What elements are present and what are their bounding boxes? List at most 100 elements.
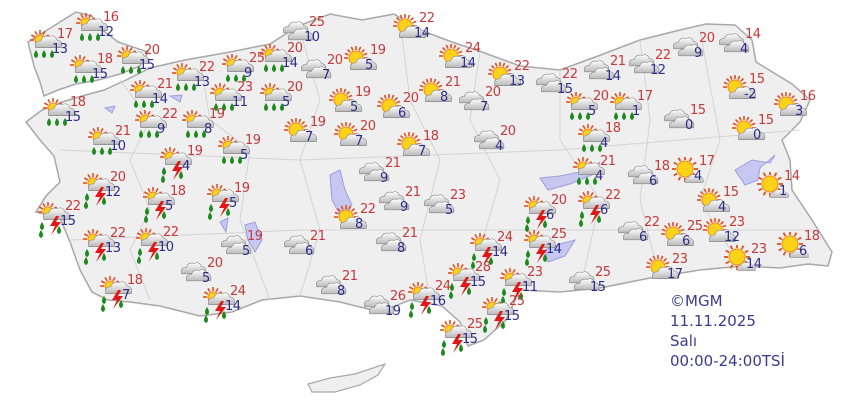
max-temp: 20: [593, 89, 609, 104]
rain-icon: [172, 63, 204, 91]
min-temp: 14: [152, 92, 168, 107]
min-temp: 15: [462, 332, 478, 347]
min-temp: 8: [204, 122, 212, 137]
max-temp: 20: [403, 91, 419, 106]
cloudy-icon: [363, 295, 395, 315]
thunderstorm-icon: [143, 187, 175, 223]
min-temp: 14: [492, 245, 508, 260]
station: 20 9: [672, 31, 732, 78]
max-temp: 17: [57, 27, 73, 42]
station: 23 14: [724, 242, 784, 289]
max-temp: 23: [450, 188, 466, 203]
max-temp: 22: [655, 48, 671, 63]
rain-icon: [182, 110, 214, 138]
station: 14 1: [757, 169, 817, 216]
min-temp: 1: [779, 184, 787, 199]
cloudy-icon: [628, 54, 660, 74]
max-temp: 18: [70, 95, 86, 110]
min-temp: 4: [600, 136, 608, 151]
partly-cloudy-icon: [377, 94, 410, 118]
cloudy-icon: [718, 33, 750, 53]
max-temp: 20: [144, 43, 160, 58]
max-temp: 20: [551, 193, 567, 208]
cloudy-icon: [283, 235, 315, 255]
cloudy-icon: [282, 21, 314, 41]
thunderstorm-icon: [38, 202, 70, 238]
thunderstorm-icon: [83, 173, 115, 209]
max-temp: 18: [654, 159, 670, 174]
station: 20 15: [117, 43, 177, 90]
station: 17 4: [672, 154, 732, 201]
station: 20 14: [260, 41, 320, 88]
min-temp: 15: [60, 214, 76, 229]
cloudy-icon: [378, 191, 410, 211]
lake-beysehir: [244, 221, 263, 253]
min-temp: 5: [202, 271, 210, 286]
cloudy-icon: [423, 194, 455, 214]
min-temp: 13: [194, 75, 210, 90]
lake-keban: [544, 239, 577, 263]
max-temp: 25: [467, 317, 483, 332]
max-temp: 22: [514, 59, 530, 74]
max-temp: 22: [360, 202, 376, 217]
thunderstorm-icon: [470, 233, 502, 269]
station: 17 13: [30, 27, 90, 74]
partly-cloudy-icon: [393, 14, 426, 38]
max-temp: 22: [419, 11, 435, 26]
min-temp: 4: [495, 139, 503, 154]
min-temp: 6: [682, 234, 690, 249]
min-temp: 15: [557, 82, 573, 97]
min-temp: 14: [282, 56, 298, 71]
max-temp: 18: [804, 229, 820, 244]
partly-cloudy-icon: [697, 188, 730, 212]
sunny-icon: [777, 232, 809, 258]
station: 18 15: [43, 95, 103, 142]
min-temp: 6: [600, 203, 608, 218]
min-temp: 11: [232, 95, 248, 110]
max-temp: 15: [758, 113, 774, 128]
max-temp: 17: [699, 154, 715, 169]
sunny-icon: [672, 157, 704, 183]
max-temp: 19: [245, 133, 261, 148]
max-temp: 19: [370, 43, 386, 58]
partly-cloudy-icon: [732, 116, 765, 140]
min-temp: 6: [398, 106, 406, 121]
max-temp: 22: [605, 188, 621, 203]
rain-icon: [117, 46, 149, 74]
rain-icon: [573, 157, 605, 185]
station: 21 14: [583, 54, 643, 101]
thunderstorm-icon: [207, 184, 239, 220]
date-text: 11.11.2025: [670, 312, 756, 330]
min-temp: 10: [110, 139, 126, 154]
max-temp: 20: [207, 256, 223, 271]
min-temp: 3: [795, 104, 803, 119]
min-temp: 0: [753, 128, 761, 143]
station: 22 9: [135, 107, 195, 154]
station: 20 12: [83, 170, 143, 217]
min-temp: 10: [158, 240, 174, 255]
min-temp: 5: [242, 244, 250, 259]
max-temp: 18: [423, 129, 439, 144]
rain-icon: [135, 110, 167, 138]
max-temp: 23: [527, 265, 543, 280]
partly-cloudy-icon: [329, 88, 362, 112]
lake-manyas: [103, 105, 116, 114]
min-temp: 5: [282, 95, 290, 110]
thunderstorm-icon: [524, 230, 556, 266]
max-temp: 25: [687, 219, 703, 234]
station: 22 15: [38, 199, 98, 246]
min-temp: 4: [718, 200, 726, 215]
max-temp: 21: [342, 269, 358, 284]
rain-icon: [130, 80, 162, 108]
min-temp: 5: [365, 58, 373, 73]
max-temp: 23: [672, 252, 688, 267]
min-temp: 5: [165, 199, 173, 214]
max-temp: 22: [644, 215, 660, 230]
max-temp: 21: [405, 185, 421, 200]
station: 18 6: [777, 229, 837, 276]
max-temp: 20: [699, 31, 715, 46]
cloudy-icon: [358, 162, 390, 182]
station: 25 6: [660, 219, 720, 266]
min-temp: 12: [650, 63, 666, 78]
